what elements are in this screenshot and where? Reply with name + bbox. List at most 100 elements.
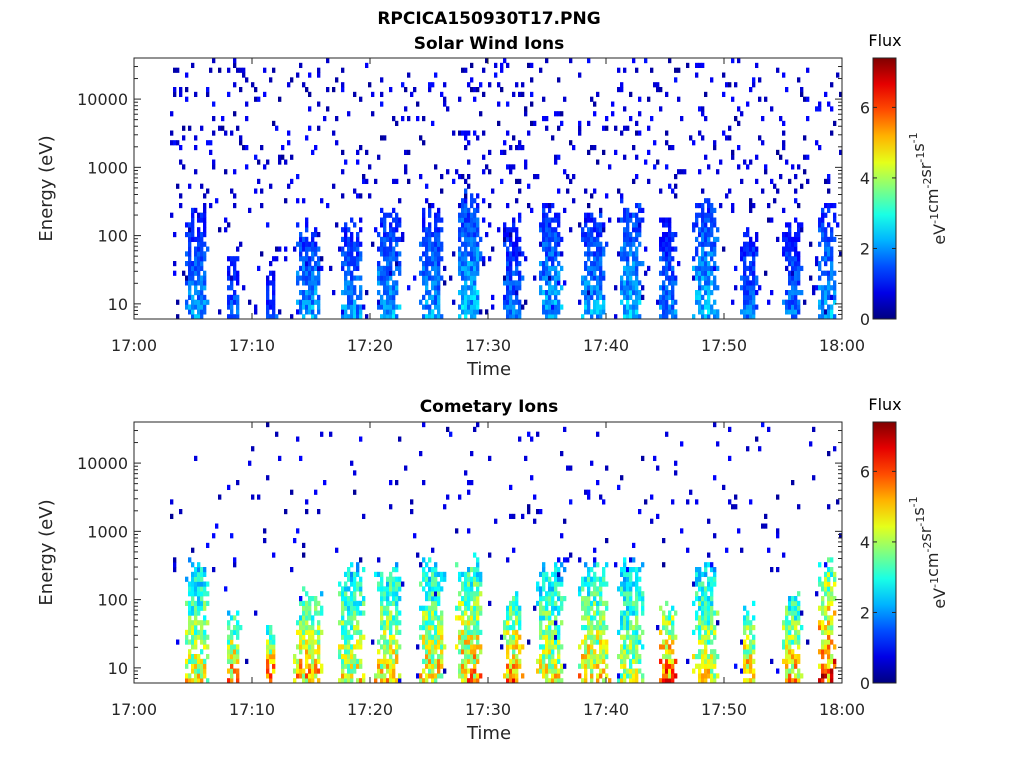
heatmap-cell bbox=[791, 256, 795, 262]
heatmap-cell bbox=[356, 663, 360, 669]
heatmap-cell bbox=[623, 663, 627, 669]
heatmap-cell bbox=[434, 217, 438, 223]
heatmap-cell bbox=[455, 615, 459, 621]
heatmap-cell bbox=[824, 615, 828, 621]
heatmap-cell bbox=[590, 658, 594, 665]
heatmap-cell bbox=[692, 265, 696, 272]
heatmap-cell bbox=[299, 663, 303, 669]
heatmap-cell bbox=[746, 615, 750, 621]
heatmap-cell bbox=[191, 547, 195, 553]
heatmap-cell bbox=[428, 610, 432, 616]
heatmap-cell bbox=[551, 654, 555, 660]
heatmap-cell bbox=[542, 217, 546, 223]
heatmap-cell bbox=[173, 232, 177, 238]
heatmap-cell bbox=[200, 596, 204, 602]
heatmap-cell bbox=[434, 285, 438, 291]
heatmap-cell bbox=[443, 265, 447, 272]
heatmap-cell bbox=[593, 663, 597, 669]
heatmap-cell bbox=[662, 270, 666, 276]
heatmap-cell bbox=[545, 639, 549, 645]
heatmap-cell bbox=[353, 581, 357, 587]
heatmap-cell bbox=[419, 135, 423, 141]
heatmap-cell bbox=[356, 256, 360, 262]
heatmap-cell bbox=[827, 581, 831, 587]
heatmap-cell bbox=[752, 265, 756, 272]
heatmap-cell bbox=[260, 188, 264, 194]
heatmap-cell bbox=[233, 644, 237, 650]
heatmap-cell bbox=[512, 270, 516, 276]
heatmap-cell bbox=[362, 596, 366, 602]
heatmap-cell bbox=[350, 596, 354, 602]
heatmap-cell bbox=[362, 174, 366, 180]
heatmap-cell bbox=[317, 620, 321, 626]
heatmap-cell bbox=[551, 251, 555, 257]
heatmap-cell bbox=[470, 232, 474, 238]
colorbar-unit-label: eV-1cm-2sr-1s-1 bbox=[907, 496, 949, 608]
heatmap-cell bbox=[542, 629, 546, 636]
heatmap-cell bbox=[599, 586, 603, 592]
heatmap-cell bbox=[266, 285, 270, 291]
heatmap-cell bbox=[383, 265, 387, 272]
heatmap-cell bbox=[698, 256, 702, 262]
heatmap-cell bbox=[830, 203, 834, 209]
heatmap-cell bbox=[557, 591, 561, 597]
heatmap-cell bbox=[794, 251, 798, 257]
heatmap-cell bbox=[437, 663, 441, 669]
heatmap-cell bbox=[464, 294, 468, 301]
heatmap-cell bbox=[437, 314, 441, 320]
heatmap-cell bbox=[350, 270, 354, 276]
heatmap-cell bbox=[392, 658, 396, 665]
heatmap-cell bbox=[701, 106, 705, 112]
heatmap-cell bbox=[470, 480, 474, 486]
heatmap-cell bbox=[662, 654, 666, 660]
heatmap-cell bbox=[197, 629, 201, 636]
heatmap-cell bbox=[677, 96, 681, 102]
heatmap-cell bbox=[188, 246, 192, 252]
heatmap-cell bbox=[707, 673, 711, 679]
heatmap-cell bbox=[380, 605, 384, 611]
heatmap-cell bbox=[185, 96, 189, 102]
heatmap-cell bbox=[431, 668, 435, 674]
heatmap-cell bbox=[695, 571, 699, 578]
heatmap-cell bbox=[761, 523, 765, 529]
heatmap-cell bbox=[584, 658, 588, 665]
heatmap-cell bbox=[464, 261, 468, 267]
heatmap-cell bbox=[344, 290, 348, 296]
heatmap-cell bbox=[317, 629, 321, 636]
heatmap-cell bbox=[458, 605, 462, 611]
heatmap-cell bbox=[233, 668, 237, 674]
heatmap-cell bbox=[218, 227, 222, 233]
heatmap-cell bbox=[506, 644, 510, 650]
heatmap-cell bbox=[545, 576, 549, 582]
heatmap-cell bbox=[653, 455, 657, 462]
heatmap-cell bbox=[389, 649, 393, 655]
heatmap-cell bbox=[686, 62, 690, 69]
heatmap-cell bbox=[422, 294, 426, 301]
heatmap-cell bbox=[668, 232, 672, 238]
heatmap-cell bbox=[347, 294, 351, 301]
heatmap-cell bbox=[473, 96, 477, 102]
heatmap-cell bbox=[593, 111, 597, 117]
heatmap-cell bbox=[344, 639, 348, 645]
heatmap-cell bbox=[392, 217, 396, 223]
heatmap-cell bbox=[596, 678, 600, 684]
heatmap-cell bbox=[746, 625, 750, 631]
heatmap-cell bbox=[230, 304, 234, 310]
heatmap-cell bbox=[638, 203, 642, 209]
heatmap-cell bbox=[671, 145, 675, 151]
heatmap-cell bbox=[467, 658, 471, 665]
heatmap-cell bbox=[524, 106, 528, 112]
heatmap-cell bbox=[554, 275, 558, 281]
heatmap-cell bbox=[467, 140, 471, 146]
heatmap-cell bbox=[827, 280, 831, 286]
heatmap-cell bbox=[722, 246, 726, 252]
heatmap-cell bbox=[230, 280, 234, 286]
heatmap-cell bbox=[794, 256, 798, 262]
heatmap-cell bbox=[674, 610, 678, 616]
heatmap-cell bbox=[788, 658, 792, 665]
heatmap-cell bbox=[701, 610, 705, 616]
y-tick-label: 10 bbox=[108, 295, 128, 314]
heatmap-cell bbox=[434, 270, 438, 276]
heatmap-cell bbox=[596, 290, 600, 296]
heatmap-cell bbox=[788, 673, 792, 679]
